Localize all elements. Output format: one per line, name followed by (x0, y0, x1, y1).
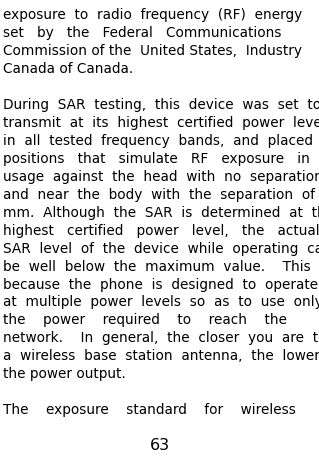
Text: the    power    required    to    reach    the: the power required to reach the (3, 313, 286, 328)
Text: SAR  level  of  the  device  while  operating  can: SAR level of the device while operating … (3, 242, 319, 255)
Text: 63: 63 (149, 438, 170, 453)
Text: the power output.: the power output. (3, 367, 125, 381)
Text: mm.  Although  the  SAR  is  determined  at  the: mm. Although the SAR is determined at th… (3, 206, 319, 219)
Text: transmit  at  its  highest  certified  power  level: transmit at its highest certified power … (3, 116, 319, 130)
Text: be  well  below  the  maximum  value.    This  is: be well below the maximum value. This is (3, 260, 319, 274)
Text: usage  against  the  head  with  no  separation,: usage against the head with no separatio… (3, 170, 319, 184)
Text: a  wireless  base  station  antenna,  the  lower: a wireless base station antenna, the low… (3, 349, 319, 364)
Text: at  multiple  power  levels  so  as  to  use  only: at multiple power levels so as to use on… (3, 296, 319, 310)
Text: Canada of Canada.: Canada of Canada. (3, 62, 133, 76)
Text: network.    In  general,  the  closer  you  are  to: network. In general, the closer you are … (3, 331, 319, 346)
Text: in  all  tested  frequency  bands,  and  placed  in: in all tested frequency bands, and place… (3, 134, 319, 148)
Text: highest   certified   power   level,   the   actual: highest certified power level, the actua… (3, 224, 319, 237)
Text: set   by   the   Federal   Communications: set by the Federal Communications (3, 26, 281, 40)
Text: The    exposure    standard    for    wireless: The exposure standard for wireless (3, 403, 295, 417)
Text: During  SAR  testing,  this  device  was  set  to: During SAR testing, this device was set … (3, 98, 319, 112)
Text: and  near  the  body  with  the  separation  of  10: and near the body with the separation of… (3, 188, 319, 202)
Text: exposure  to  radio  frequency  (RF)  energy: exposure to radio frequency (RF) energy (3, 8, 302, 22)
Text: because  the  phone  is  designed  to  operate: because the phone is designed to operate (3, 278, 318, 292)
Text: Commission of the  United States,  Industry: Commission of the United States, Industr… (3, 44, 301, 58)
Text: positions   that   simulate   RF   exposure   in: positions that simulate RF exposure in (3, 152, 309, 166)
